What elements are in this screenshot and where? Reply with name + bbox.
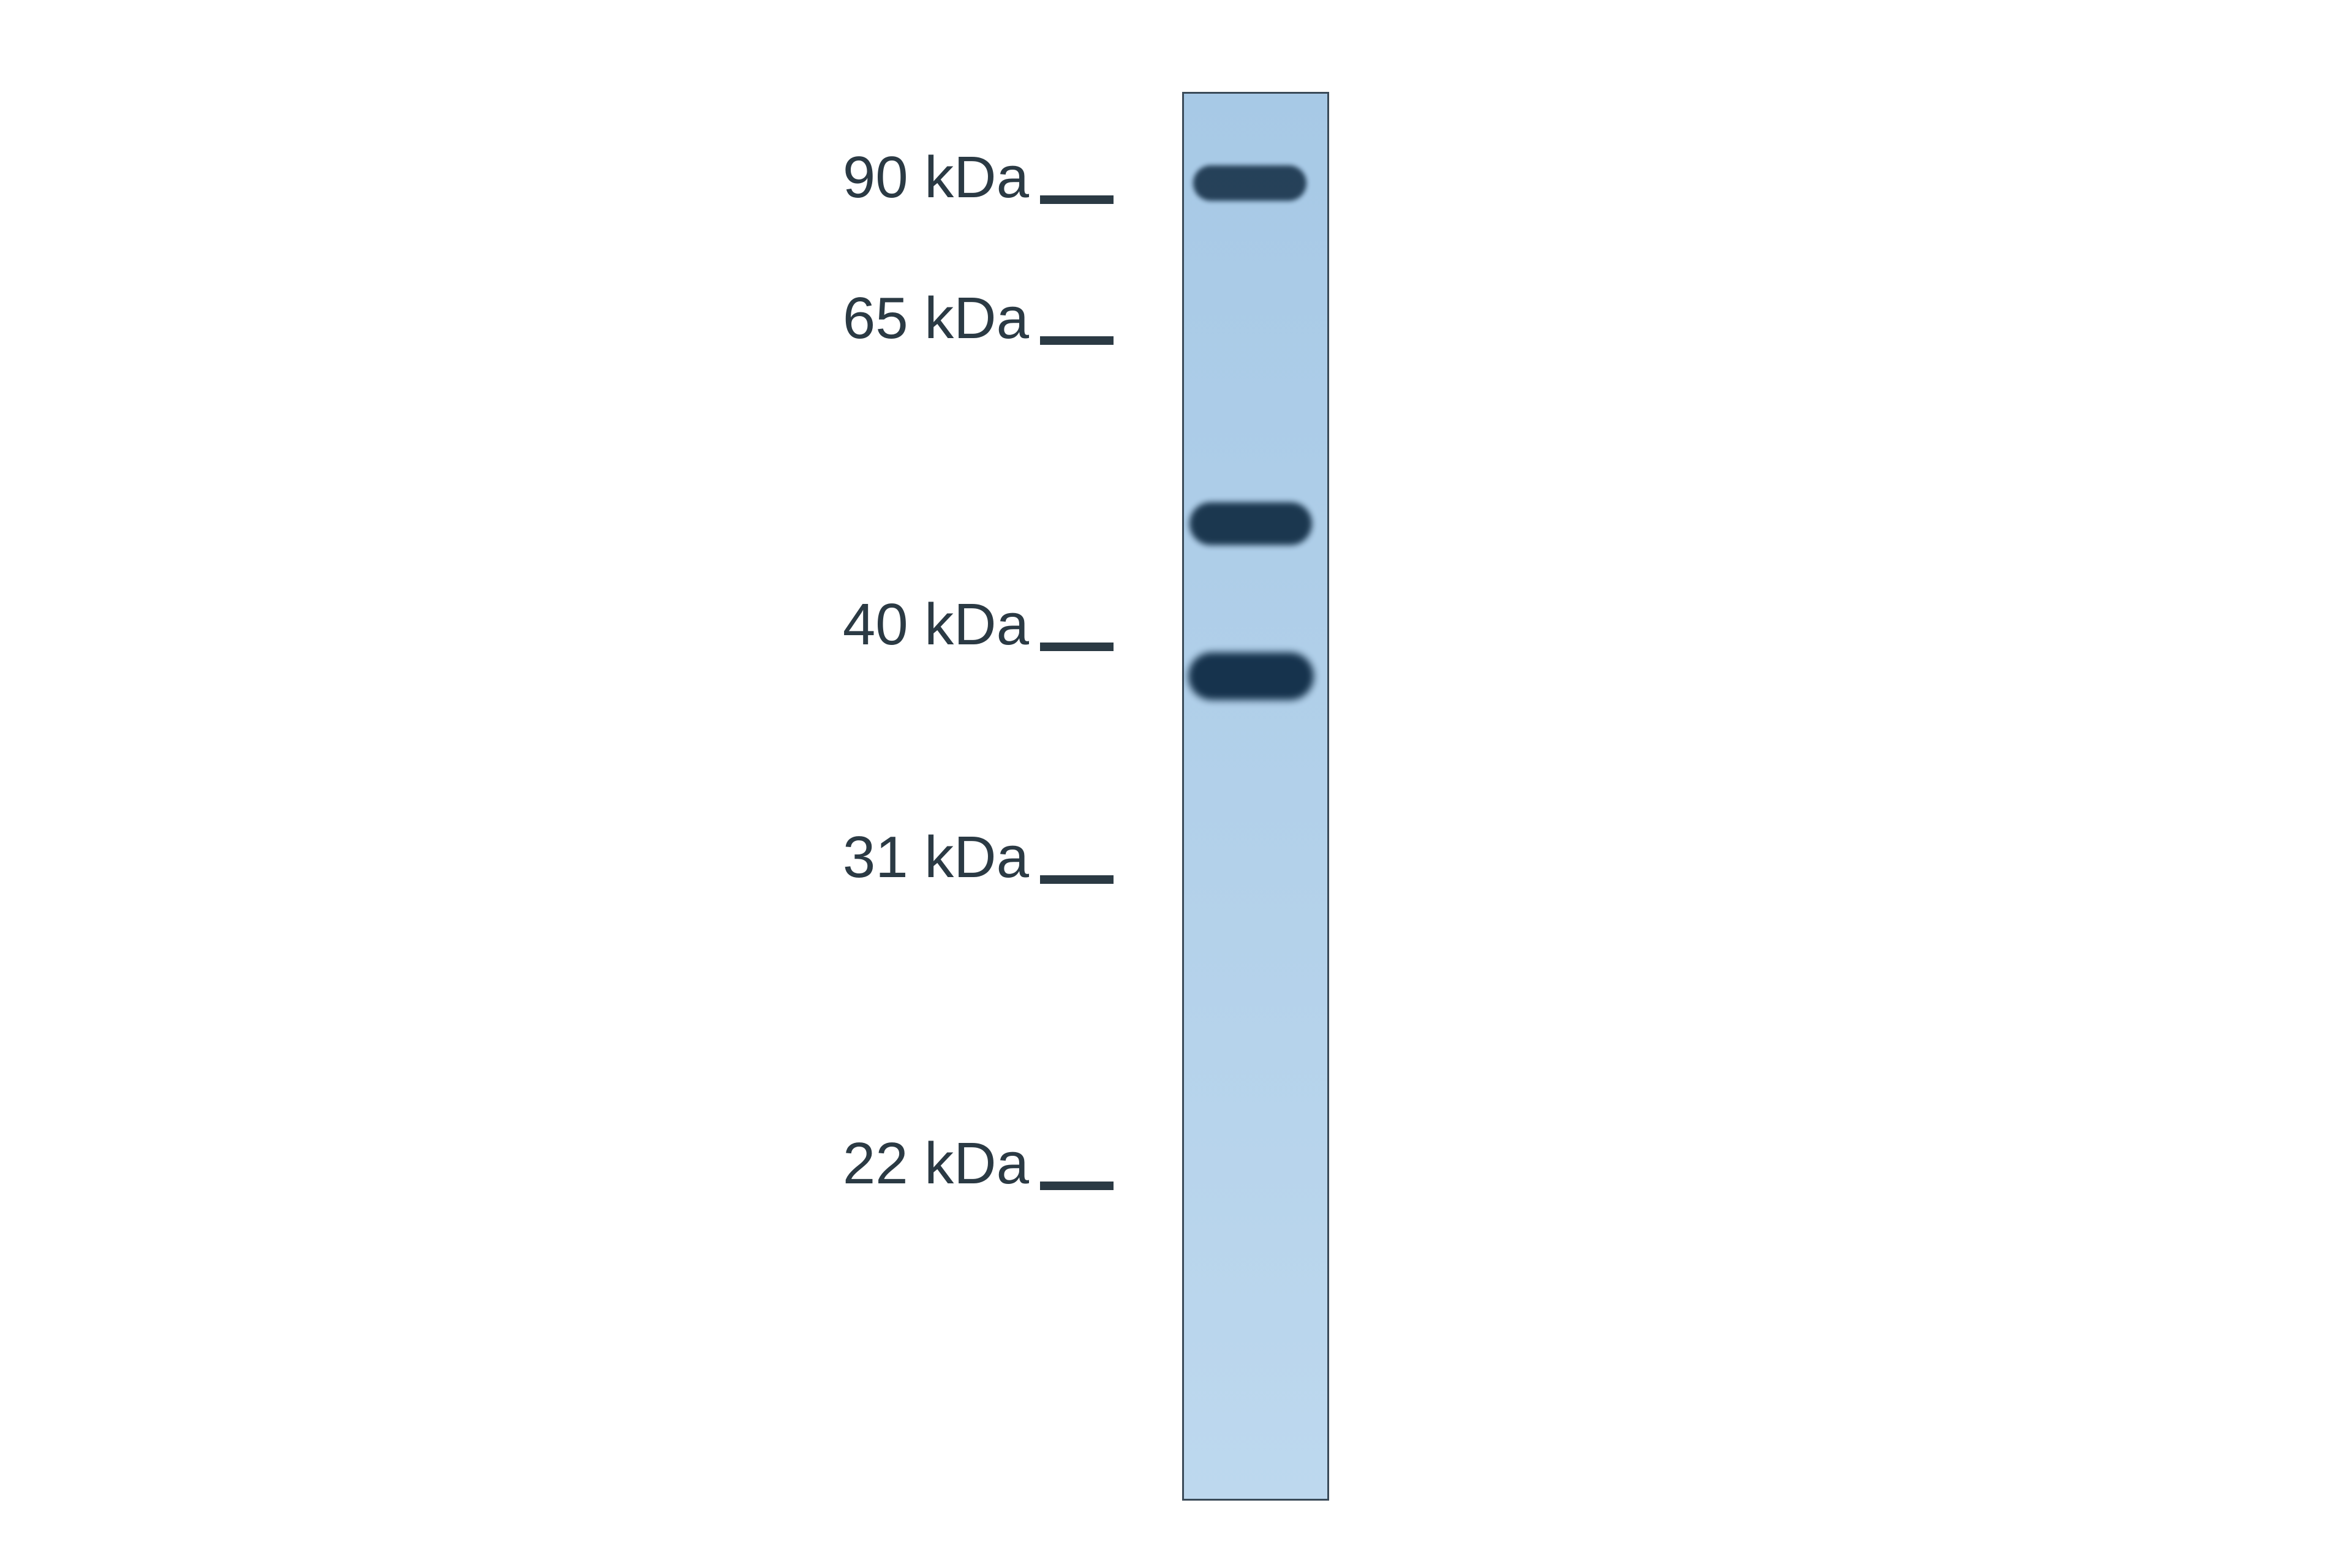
mw-label: 31 kDa — [843, 828, 1029, 887]
protein-band — [1188, 652, 1314, 700]
mw-tick — [1040, 1182, 1114, 1190]
mw-label: 90 kDa — [843, 148, 1029, 207]
mw-label: 65 kDa — [843, 289, 1029, 348]
mw-tick — [1040, 875, 1114, 884]
mw-tick — [1040, 643, 1114, 651]
mw-tick — [1040, 195, 1114, 204]
mw-tick — [1040, 336, 1114, 345]
protein-band — [1189, 502, 1312, 545]
protein-band — [1193, 165, 1306, 201]
mw-label: 22 kDa — [843, 1134, 1029, 1193]
mw-label: 40 kDa — [843, 595, 1029, 654]
figure-stage: 90 kDa 65 kDa 40 kDa 31 kDa 22 kDa — [0, 0, 2352, 1568]
blot-lane — [1182, 92, 1329, 1501]
